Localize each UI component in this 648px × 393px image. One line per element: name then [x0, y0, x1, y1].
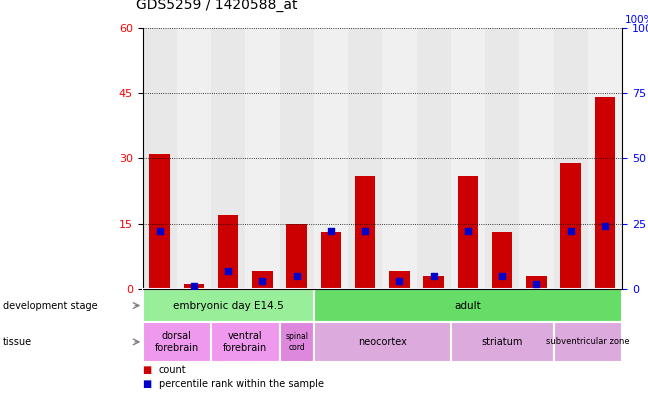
Bar: [588, 28, 622, 289]
Bar: [451, 28, 485, 289]
Bar: [423, 276, 444, 289]
Text: ■: ■: [143, 378, 152, 389]
Bar: [286, 224, 307, 289]
Bar: [526, 276, 547, 289]
Point: [257, 278, 268, 284]
Bar: [143, 28, 177, 289]
Text: development stage: development stage: [3, 301, 98, 310]
Point: [428, 273, 439, 279]
Text: embryonic day E14.5: embryonic day E14.5: [173, 301, 284, 310]
Bar: [417, 28, 451, 289]
Bar: [314, 322, 451, 362]
Point: [600, 223, 610, 229]
Text: spinal
cord: spinal cord: [285, 332, 308, 352]
Bar: [314, 28, 348, 289]
Bar: [553, 28, 588, 289]
Bar: [150, 154, 170, 289]
Text: ventral
forebrain: ventral forebrain: [223, 331, 268, 353]
Bar: [211, 322, 279, 362]
Bar: [485, 28, 519, 289]
Bar: [348, 28, 382, 289]
Point: [154, 228, 165, 235]
Point: [497, 273, 507, 279]
Bar: [246, 28, 279, 289]
Point: [394, 278, 404, 284]
Bar: [389, 272, 410, 289]
Text: adult: adult: [455, 301, 481, 310]
Point: [292, 273, 302, 279]
Text: 100%: 100%: [625, 15, 648, 25]
Bar: [218, 215, 238, 289]
Point: [326, 228, 336, 235]
Point: [566, 228, 576, 235]
Bar: [382, 28, 417, 289]
Point: [223, 267, 233, 274]
Bar: [553, 322, 622, 362]
Bar: [451, 322, 553, 362]
Text: dorsal
forebrain: dorsal forebrain: [155, 331, 199, 353]
Bar: [143, 289, 314, 322]
Text: ■: ■: [143, 365, 152, 375]
Bar: [314, 289, 622, 322]
Text: GDS5259 / 1420588_at: GDS5259 / 1420588_at: [136, 0, 297, 12]
Bar: [321, 232, 341, 289]
Text: subventricular zone: subventricular zone: [546, 338, 630, 346]
Text: striatum: striatum: [481, 337, 523, 347]
Bar: [177, 28, 211, 289]
Bar: [279, 322, 314, 362]
Point: [360, 228, 371, 235]
Text: tissue: tissue: [3, 337, 32, 347]
Bar: [561, 163, 581, 289]
Bar: [183, 285, 204, 289]
Bar: [211, 28, 246, 289]
Bar: [355, 176, 375, 289]
Text: percentile rank within the sample: percentile rank within the sample: [159, 378, 324, 389]
Point: [463, 228, 473, 235]
Bar: [457, 176, 478, 289]
Bar: [143, 322, 211, 362]
Bar: [492, 232, 513, 289]
Text: neocortex: neocortex: [358, 337, 407, 347]
Bar: [519, 28, 553, 289]
Bar: [279, 28, 314, 289]
Bar: [595, 97, 615, 289]
Text: count: count: [159, 365, 187, 375]
Point: [531, 281, 542, 287]
Point: [189, 283, 199, 289]
Bar: [252, 272, 273, 289]
